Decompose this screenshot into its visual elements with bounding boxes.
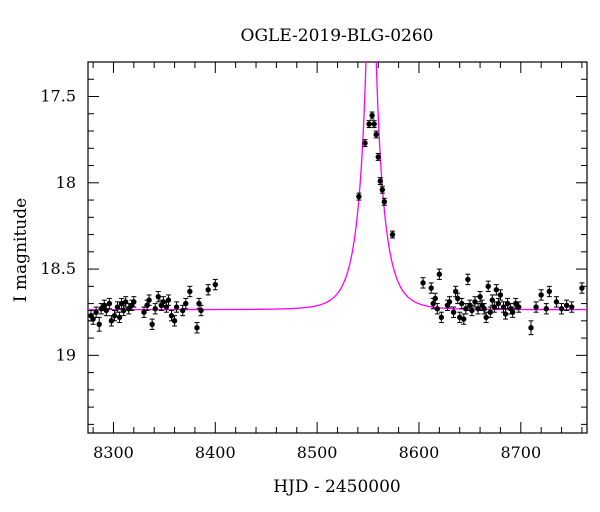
y-tick-label: 19 [56, 345, 76, 364]
data-point [487, 309, 493, 315]
data-point [187, 288, 193, 295]
data-point [428, 285, 434, 291]
data-point [491, 304, 498, 310]
data-point [504, 300, 511, 307]
chart-title: OGLE-2019-BLG-0260 [241, 26, 434, 46]
data-point [205, 287, 211, 293]
data-point [432, 295, 438, 302]
data-point [373, 131, 379, 138]
data-point [116, 314, 123, 321]
data-point [459, 300, 465, 307]
data-point [131, 299, 137, 305]
data-point [457, 314, 463, 321]
data-point [165, 297, 172, 303]
data-point [569, 304, 575, 310]
data-point [502, 311, 509, 317]
y-tick-label: 17.5 [40, 87, 76, 106]
data-point [389, 231, 396, 238]
data-points [88, 111, 585, 336]
data-point [375, 154, 381, 160]
x-tick-label: 8500 [297, 443, 338, 462]
data-point [509, 309, 516, 315]
data-point [356, 193, 362, 200]
data-point [198, 307, 204, 314]
data-point [173, 304, 180, 310]
x-tick-label: 8300 [93, 443, 134, 462]
data-point [120, 307, 127, 314]
data-point [114, 304, 121, 310]
data-point [155, 293, 161, 300]
data-point [461, 316, 467, 322]
data-point [543, 306, 549, 312]
data-point [146, 297, 152, 303]
x-tick-label: 8600 [399, 443, 440, 462]
data-point [481, 306, 487, 312]
tick-labels: 8300 8400 8500 8600 8700 17.5 18 18.5 19 [40, 87, 541, 462]
data-point [96, 321, 102, 327]
data-point [194, 325, 200, 331]
data-point [450, 309, 457, 315]
data-point [362, 140, 368, 146]
data-point [377, 178, 383, 184]
data-point [212, 281, 218, 288]
data-point [381, 199, 388, 205]
data-point [371, 121, 377, 127]
data-point [497, 292, 504, 298]
data-point [463, 306, 469, 312]
data-point [106, 300, 113, 307]
model-curve [88, 62, 587, 311]
x-axis-label: HJD - 2450000 [273, 477, 401, 497]
data-point [379, 186, 386, 193]
data-point [183, 300, 189, 307]
data-point [149, 321, 155, 327]
data-point [160, 299, 167, 305]
x-tick-label: 8700 [500, 443, 541, 462]
data-point [533, 304, 539, 310]
data-point [420, 280, 426, 286]
data-point [434, 306, 440, 312]
data-point [485, 283, 491, 290]
data-point [475, 306, 481, 312]
y-axis-label: I magnitude [11, 198, 31, 302]
data-point [171, 318, 178, 324]
data-point [528, 325, 534, 331]
data-point [454, 295, 461, 302]
data-point [546, 288, 553, 295]
data-point [93, 309, 99, 315]
data-point [493, 287, 500, 293]
data-point [438, 314, 445, 321]
y-tick-label: 18.5 [40, 259, 76, 278]
data-point [369, 112, 375, 119]
data-point [483, 314, 489, 321]
x-tick-label: 8400 [195, 443, 236, 462]
data-point [579, 285, 585, 291]
data-point [516, 304, 522, 310]
data-point [111, 312, 118, 319]
data-point [495, 300, 502, 307]
data-point [563, 302, 570, 309]
data-point [477, 293, 483, 300]
data-point [108, 318, 115, 324]
data-point [469, 307, 475, 314]
data-point [558, 306, 565, 312]
axis-ticks [88, 61, 587, 433]
data-point [436, 271, 443, 277]
data-point [538, 292, 544, 298]
data-point [465, 276, 471, 283]
data-point [168, 312, 175, 319]
model-line [88, 62, 587, 311]
plot-frame [87, 61, 588, 434]
data-point [152, 306, 158, 312]
data-point [446, 299, 453, 305]
y-tick-label: 18 [56, 173, 76, 192]
data-point [366, 121, 372, 127]
data-point [553, 299, 560, 305]
